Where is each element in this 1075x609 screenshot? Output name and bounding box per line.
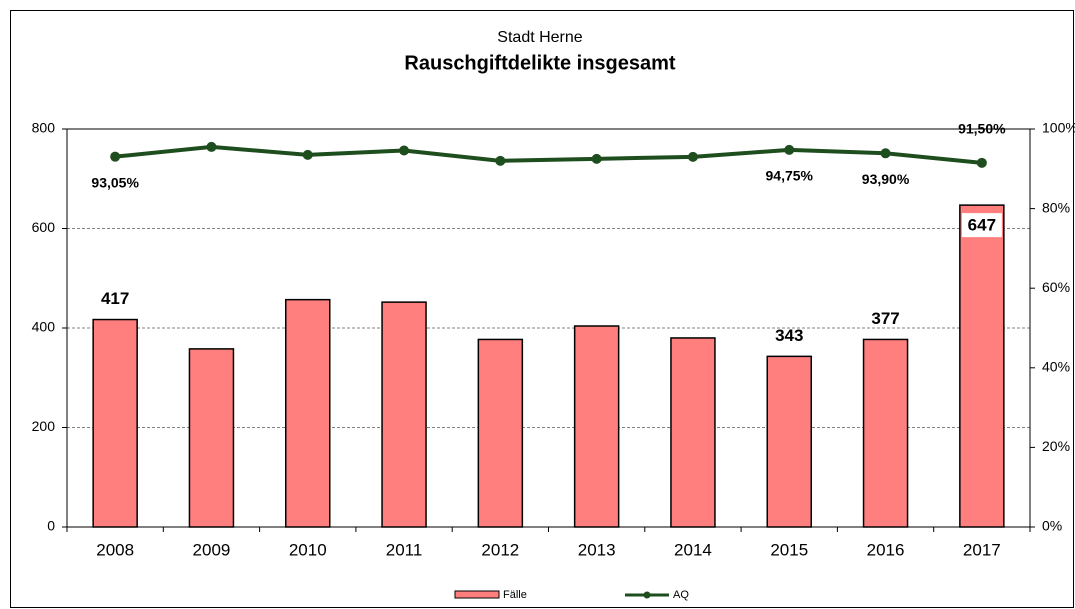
x-tick-label: 2010	[289, 540, 327, 559]
value-label: 93,90%	[862, 171, 910, 187]
legend-swatch	[454, 590, 500, 599]
x-tick-label: 2014	[674, 540, 712, 559]
bar	[862, 338, 909, 528]
x-tick-label: 2013	[578, 540, 616, 559]
chart-title: Rauschgiftdelikte insgesamt	[404, 52, 676, 74]
point	[880, 148, 891, 159]
bar	[766, 355, 812, 528]
x-tick-label: 2008	[96, 540, 134, 559]
y-tick-label: 600	[32, 219, 56, 235]
chart-subtitle: Stadt Herne	[497, 29, 582, 46]
point	[399, 145, 410, 156]
point	[976, 157, 987, 168]
bar	[477, 338, 524, 528]
bar	[670, 337, 716, 528]
bar	[188, 348, 235, 528]
x-tick-label: 2015	[770, 540, 808, 559]
bar	[92, 318, 138, 528]
value-label: 343	[775, 326, 803, 345]
line	[114, 144, 983, 165]
value-label: 93,05%	[91, 174, 139, 190]
point	[302, 149, 313, 160]
chart-border	[10, 10, 1074, 608]
value-label-box	[961, 213, 1002, 238]
y-tick-label: 800	[32, 120, 56, 136]
point	[110, 151, 121, 162]
legend-swatch	[643, 591, 651, 599]
point	[591, 153, 602, 164]
y2-tick-label: 40%	[1042, 359, 1070, 375]
point	[784, 144, 795, 155]
legend-label: Fälle	[503, 589, 527, 601]
bar	[573, 325, 620, 528]
bar	[285, 298, 331, 528]
y2-tick-label: 60%	[1042, 279, 1070, 295]
y2-tick-label: 20%	[1042, 438, 1070, 454]
point	[495, 155, 506, 166]
value-label: 94,75%	[766, 168, 814, 184]
value-label: 417	[101, 289, 129, 308]
y-tick-label: 400	[32, 319, 56, 335]
value-label: 377	[871, 309, 899, 328]
bar	[959, 204, 1005, 528]
legend-label: AQ	[673, 589, 689, 601]
y2-tick-label: 100%	[1042, 120, 1075, 136]
y2-tick-label: 0%	[1042, 518, 1062, 534]
y-tick-label: 200	[32, 418, 56, 434]
x-tick-label: 2012	[481, 540, 519, 559]
x-tick-label: 2011	[386, 540, 423, 559]
bar	[381, 301, 427, 528]
point	[206, 141, 217, 152]
value-label: 91,50%	[958, 121, 1006, 137]
y2-tick-label: 80%	[1042, 199, 1070, 215]
x-tick-label: 2017	[963, 540, 1001, 559]
point	[687, 151, 698, 162]
x-tick-label: 2009	[193, 540, 231, 559]
y-tick-label: 0	[47, 518, 55, 534]
value-label: 647	[968, 216, 996, 235]
x-tick-label: 2016	[867, 540, 905, 559]
